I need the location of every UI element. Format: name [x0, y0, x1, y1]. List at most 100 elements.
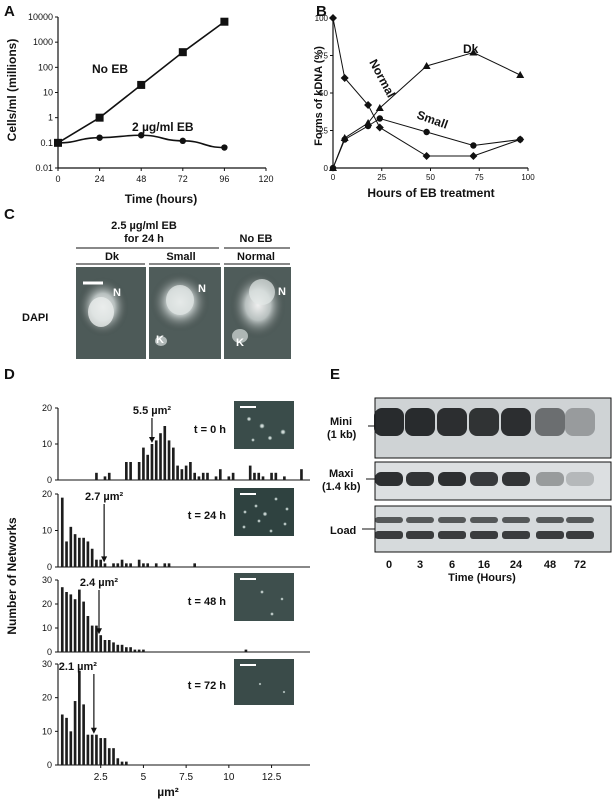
panel-letter-d: D [4, 366, 15, 383]
chart-b-point [329, 14, 337, 22]
histogram-bar [120, 761, 124, 765]
histogram-bar [184, 465, 188, 480]
histogram-bar [95, 625, 98, 652]
histogram-bar [283, 476, 286, 480]
chart-a-xtick-label: 96 [219, 174, 229, 184]
histogram-bar [78, 537, 81, 567]
histogram-bar [137, 462, 141, 480]
histogram-bar [90, 625, 94, 652]
chart-a-xtick-label: 24 [95, 174, 105, 184]
histogram-bar [167, 440, 171, 480]
chart-b-ytick-label: 25 [319, 127, 328, 136]
label-small: Small [415, 108, 450, 132]
histogram-bar [137, 649, 141, 652]
chart-a-point [179, 137, 186, 145]
blot-band-mini [405, 408, 435, 436]
histogram-bar [73, 701, 77, 765]
panel-letter-e: E [330, 366, 340, 383]
histogram-title: t = 24 h [188, 510, 226, 522]
histogram-bar [120, 559, 124, 567]
chart-d-ylabel: Number of Networks [5, 517, 19, 635]
blot-mini [374, 397, 612, 459]
chart-a-point [95, 113, 104, 122]
blot-lane-label: 72 [574, 559, 586, 571]
chart-a-point [220, 17, 229, 26]
histogram-annotation-arrowhead [148, 437, 155, 443]
histogram-bar [116, 758, 120, 765]
histogram-bar [274, 472, 278, 480]
blot-lane-label: 24 [510, 559, 523, 571]
histogram-bar [193, 472, 197, 480]
blot-band-mini [565, 408, 595, 436]
blot-band-load [375, 531, 403, 539]
histogram-bar [176, 465, 179, 480]
chart-b: 0 25 50 75 100 0 25 50 75 100 [315, 14, 535, 182]
blot-band-load [502, 517, 530, 523]
histogram-bar [112, 563, 115, 567]
histogram-bar [154, 563, 158, 567]
blot-band-maxi [502, 472, 530, 486]
chart-b-point [422, 62, 431, 69]
chart-a-ytick-label: 10 [43, 88, 53, 98]
histogram-annotation: 5.5 µm² [133, 405, 171, 417]
blot-band-maxi [470, 472, 498, 486]
histogram-bar [154, 440, 158, 480]
histogram-ytick-label: 20 [42, 693, 52, 703]
chart-a-point [221, 144, 228, 151]
histogram-bar [103, 476, 107, 480]
chart-a-ytick-label: 1 [48, 113, 53, 123]
chart-b-point [376, 115, 383, 122]
histogram-bar [300, 469, 303, 480]
blot-lane-label: 6 [449, 559, 455, 571]
histogram-bar [69, 594, 73, 652]
chart-a-point [178, 48, 187, 57]
chart-b-xtick-label: 50 [426, 173, 435, 182]
chart-a-xtick-label: 48 [136, 174, 146, 184]
histogram-bar [125, 761, 128, 765]
histogram-bar [99, 559, 103, 567]
micrograph-small-label-n: N [198, 283, 206, 295]
inset-t72 [234, 659, 294, 705]
histogram-title: t = 72 h [188, 680, 226, 692]
histogram-bar [90, 548, 94, 567]
histogram-bar [65, 541, 68, 567]
histogram-annotation: 2.1 µm² [59, 661, 97, 673]
blot-band-maxi [438, 472, 466, 486]
histogram-bar [103, 738, 107, 765]
blot-band-load [536, 531, 564, 539]
chart-b-point [364, 101, 373, 109]
histogram-bar [73, 534, 77, 567]
chart-a-ylabel: Cells/ml (millions) [5, 39, 19, 142]
blot-band-maxi [566, 472, 594, 486]
histogram-bar [189, 462, 192, 480]
micrograph-dk-label-n: N [113, 287, 121, 299]
blot-label-load: Load [330, 525, 356, 537]
histogram-bar [107, 640, 111, 652]
histogram-bar [95, 734, 98, 765]
chart-b-point [469, 48, 478, 56]
histogram-bar [60, 497, 64, 567]
chart-a-xlabel: Time (hours) [125, 192, 197, 206]
chart-b-xtick-label: 100 [521, 173, 535, 182]
histogram-bar [86, 616, 90, 652]
blot-band-load [566, 517, 594, 523]
panel-c-header-treated-2: for 24 h [124, 233, 164, 245]
chart-a: 0.01 0.1 1 10 100 1000 10000 0 24 48 72 96 120 [28, 12, 274, 184]
micrograph-normal-label-n: N [278, 286, 286, 298]
inset-t24 [234, 488, 294, 536]
panel-letter-a: A [4, 3, 15, 20]
histogram-bar [73, 599, 77, 652]
label-normal: Normal [366, 57, 398, 100]
histogram-ytick-label: 10 [42, 726, 52, 736]
histogram-bar [125, 647, 128, 652]
blot-band-load [406, 531, 434, 539]
chart-a-point [138, 132, 145, 139]
histogram-ytick-label: 20 [42, 599, 52, 609]
chart-b-point [517, 136, 524, 143]
panel-letter-b: B [316, 3, 327, 20]
chart-a-point [96, 134, 103, 141]
histogram-annotation-arrowhead [96, 628, 103, 635]
chart-b-ytick-label: 0 [324, 164, 329, 173]
blot-band-load [406, 517, 434, 523]
chart-a-ytick-label: 100 [38, 62, 53, 72]
